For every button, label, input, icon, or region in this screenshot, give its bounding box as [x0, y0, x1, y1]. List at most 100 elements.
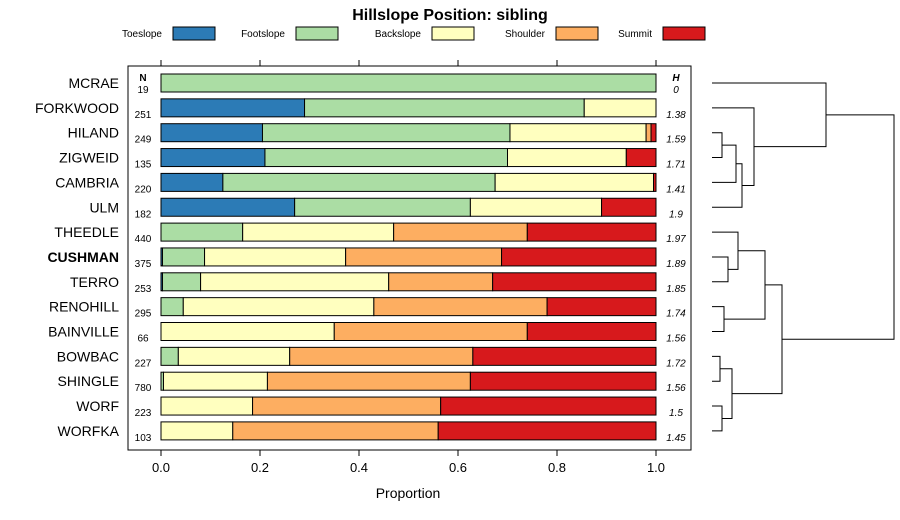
- x-tick-label: 0.8: [548, 460, 566, 475]
- dendrogram-branch: [712, 256, 729, 283]
- bar-segment-shoulder: [373, 297, 548, 317]
- bar-segment-footslope: [160, 73, 657, 93]
- row-h-value: 1.9: [669, 209, 683, 220]
- dendrogram-branch: [712, 231, 739, 270]
- x-tick-label: 0.2: [251, 460, 269, 475]
- bar-rows: MCRAE 19 0 FORKWOOD 251 1.38 HILAND 249 1.59 ZIGW…: [35, 73, 686, 444]
- x-axis-label: Proportion: [376, 485, 441, 501]
- row-label: THEEDLE: [54, 224, 119, 240]
- legend-label-toeslope: Toeslope: [122, 29, 162, 40]
- legend-swatch-backslope: [431, 26, 475, 41]
- dendrogram-branch: [712, 82, 827, 148]
- row-n-value: 19: [137, 85, 149, 96]
- bar-segment-summit: [472, 346, 657, 366]
- bar-segment-summit: [440, 396, 657, 416]
- row-h-value: 1.59: [666, 135, 686, 146]
- row-n-value: 295: [135, 309, 152, 320]
- row-label: MCRAE: [68, 75, 119, 91]
- bar-segment-backslope: [160, 322, 335, 341]
- bar-segment-summit: [625, 148, 657, 168]
- x-axis: 0.0 0.2 0.4 0.6 0.8 1.0: [152, 60, 665, 475]
- bar-segment-backslope: [494, 172, 655, 192]
- dendrogram-branch: [712, 107, 755, 187]
- bar-segment-toeslope: [160, 148, 266, 168]
- bar-segment-backslope: [507, 148, 627, 168]
- row-h-value: 1.56: [666, 334, 686, 345]
- bar-segment-summit: [492, 272, 657, 292]
- dendrogram: [712, 82, 895, 432]
- bar-segment-backslope: [509, 123, 647, 143]
- row-h-value: 1.85: [666, 284, 686, 295]
- row-h-value: 1.5: [669, 408, 683, 419]
- bar-segment-summit: [501, 247, 657, 267]
- row-n-value: 227: [135, 358, 152, 369]
- row-n-value: 182: [135, 209, 152, 220]
- bar-segment-toeslope: [160, 172, 224, 192]
- bar-segment-footslope: [261, 123, 511, 143]
- row-label: SHINGLE: [58, 373, 119, 389]
- row-h-value: 1.41: [666, 184, 685, 195]
- dendrogram-branch: [782, 114, 895, 340]
- x-tick-label: 1.0: [647, 460, 665, 475]
- bar-segment-footslope: [294, 197, 471, 217]
- dendrogram-branch: [712, 144, 737, 183]
- bar-segment-footslope: [161, 247, 206, 267]
- row-h-value: 1.97: [666, 234, 686, 245]
- row-label: BOWBAC: [57, 348, 119, 364]
- row-h-value: 1.72: [666, 358, 686, 369]
- bar-segment-summit: [601, 197, 657, 217]
- bar-segment-shoulder: [645, 123, 652, 143]
- bar-segment-shoulder: [345, 247, 503, 267]
- row-label: HILAND: [68, 125, 119, 141]
- row-n-value: 375: [135, 259, 152, 270]
- bar-segment-summit: [437, 421, 657, 441]
- bar-segment-shoulder: [289, 346, 474, 366]
- bar-segment-footslope: [160, 346, 179, 366]
- row-n-value: 249: [135, 135, 152, 146]
- row-label: TERRO: [70, 274, 119, 290]
- bar-segment-backslope: [204, 247, 347, 267]
- legend-swatch-shoulder: [555, 26, 599, 41]
- row-label: BAINVILLE: [48, 324, 119, 340]
- legend-swatch-footslope: [295, 26, 339, 41]
- bar-segment-backslope: [160, 421, 234, 441]
- bar-segment-backslope: [177, 346, 291, 366]
- bar-segment-footslope: [264, 148, 509, 168]
- row-n-value: 135: [135, 160, 152, 171]
- row-n-value: 440: [135, 234, 152, 245]
- bar-segment-shoulder: [388, 272, 494, 292]
- row-h-value: 1.56: [666, 383, 686, 394]
- row-n-value: 223: [135, 408, 152, 419]
- bar-segment-backslope: [160, 396, 254, 416]
- legend: Toeslope Footslope Backslope Shoulder Summit: [122, 26, 706, 41]
- legend-swatch-summit: [662, 26, 706, 41]
- x-tick-label: 0.0: [152, 460, 170, 475]
- bar-segment-backslope: [182, 297, 375, 317]
- bar-segment-summit: [526, 222, 657, 242]
- row-label: FORKWOOD: [35, 100, 119, 116]
- bar-segment-shoulder: [393, 222, 528, 242]
- h-column-header: H: [672, 73, 680, 84]
- row-n-value: 780: [135, 383, 152, 394]
- row-h-value: 1.38: [666, 110, 686, 121]
- row-n-value: 253: [135, 284, 152, 295]
- x-tick-label: 0.6: [449, 460, 467, 475]
- dendrogram-branch: [712, 132, 723, 159]
- row-label: RENOHILL: [49, 299, 119, 315]
- row-h-value: 1.74: [666, 309, 686, 320]
- n-column-header: N: [139, 73, 146, 84]
- x-tick-label: 0.4: [350, 460, 368, 475]
- dendrogram-branch: [712, 163, 743, 208]
- bar-segment-backslope: [242, 222, 395, 242]
- row-h-value: 1.89: [666, 259, 686, 270]
- dendrogram-branch: [712, 405, 723, 432]
- row-h-value: 0: [673, 85, 679, 96]
- row-label: ULM: [89, 199, 119, 215]
- row-n-value: 251: [135, 110, 152, 121]
- row-label: ZIGWEID: [59, 150, 119, 166]
- bar-segment-footslope: [161, 272, 202, 292]
- dendrogram-branch: [712, 355, 721, 382]
- row-label: CUSHMAN: [47, 249, 119, 265]
- row-label: WORFKA: [58, 423, 120, 439]
